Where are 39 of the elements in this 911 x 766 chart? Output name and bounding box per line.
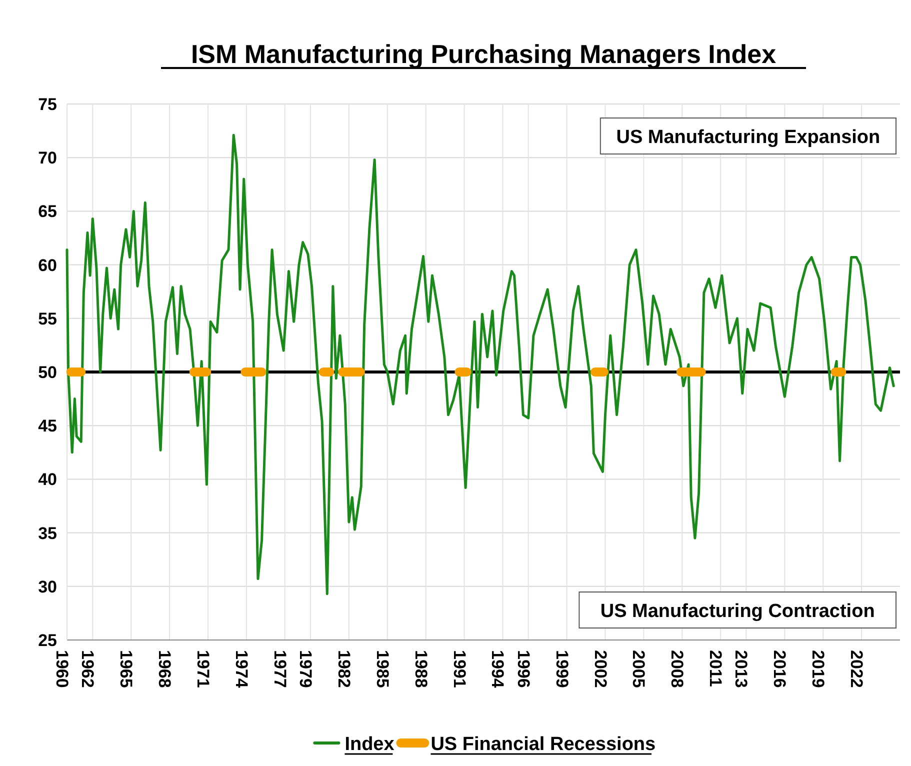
x-tick-label: 1988 <box>411 650 430 688</box>
x-tick-label: 1996 <box>514 650 533 688</box>
y-tick-label: 25 <box>38 631 57 650</box>
x-tick-label: 2022 <box>847 650 866 688</box>
x-tick-label: 1991 <box>450 650 469 688</box>
x-tick-label: 2008 <box>668 650 687 688</box>
chart-title: ISM Manufacturing Purchasing Managers Index <box>190 39 777 69</box>
y-tick-label: 75 <box>38 95 57 114</box>
x-tick-label: 2011 <box>706 650 726 687</box>
y-tick-label: 35 <box>38 524 57 543</box>
x-tick-label: 1999 <box>552 650 572 688</box>
x-tick-label: 1971 <box>193 650 212 688</box>
y-tick-label: 45 <box>38 416 57 436</box>
x-tick-label: 1977 <box>270 650 290 688</box>
x-tick-label: 1962 <box>78 650 98 688</box>
x-tick-label: 1985 <box>372 650 392 688</box>
x-tick-label: 1979 <box>296 650 316 688</box>
x-tick-label: 2019 <box>808 650 828 688</box>
y-tick-label: 50 <box>38 363 57 382</box>
annotation: US Manufacturing Expansion <box>616 127 880 148</box>
x-tick-label: 1994 <box>488 650 508 688</box>
y-tick-label: 30 <box>38 577 57 596</box>
y-tick-label: 65 <box>38 202 57 222</box>
x-tick-label: 2016 <box>770 650 790 688</box>
legend-label: Index <box>344 734 395 755</box>
x-tick-label: 1960 <box>52 650 72 688</box>
x-tick-label: 2002 <box>590 650 610 688</box>
x-tick-label: 2013 <box>732 650 751 688</box>
y-tick-label: 70 <box>38 148 57 168</box>
x-tick-label: 1965 <box>116 650 136 688</box>
y-tick-label: 40 <box>38 470 57 490</box>
annotation: US Manufacturing Contraction <box>600 601 875 622</box>
x-tick-label: 1968 <box>155 650 174 688</box>
y-tick-label: 60 <box>38 256 57 275</box>
y-tick-label: 55 <box>38 309 57 328</box>
x-tick-label: 2005 <box>629 650 648 688</box>
x-tick-label: 1982 <box>334 650 354 688</box>
legend-label: US Financial Recessions <box>430 734 656 755</box>
x-tick-label: 1974 <box>232 650 251 688</box>
